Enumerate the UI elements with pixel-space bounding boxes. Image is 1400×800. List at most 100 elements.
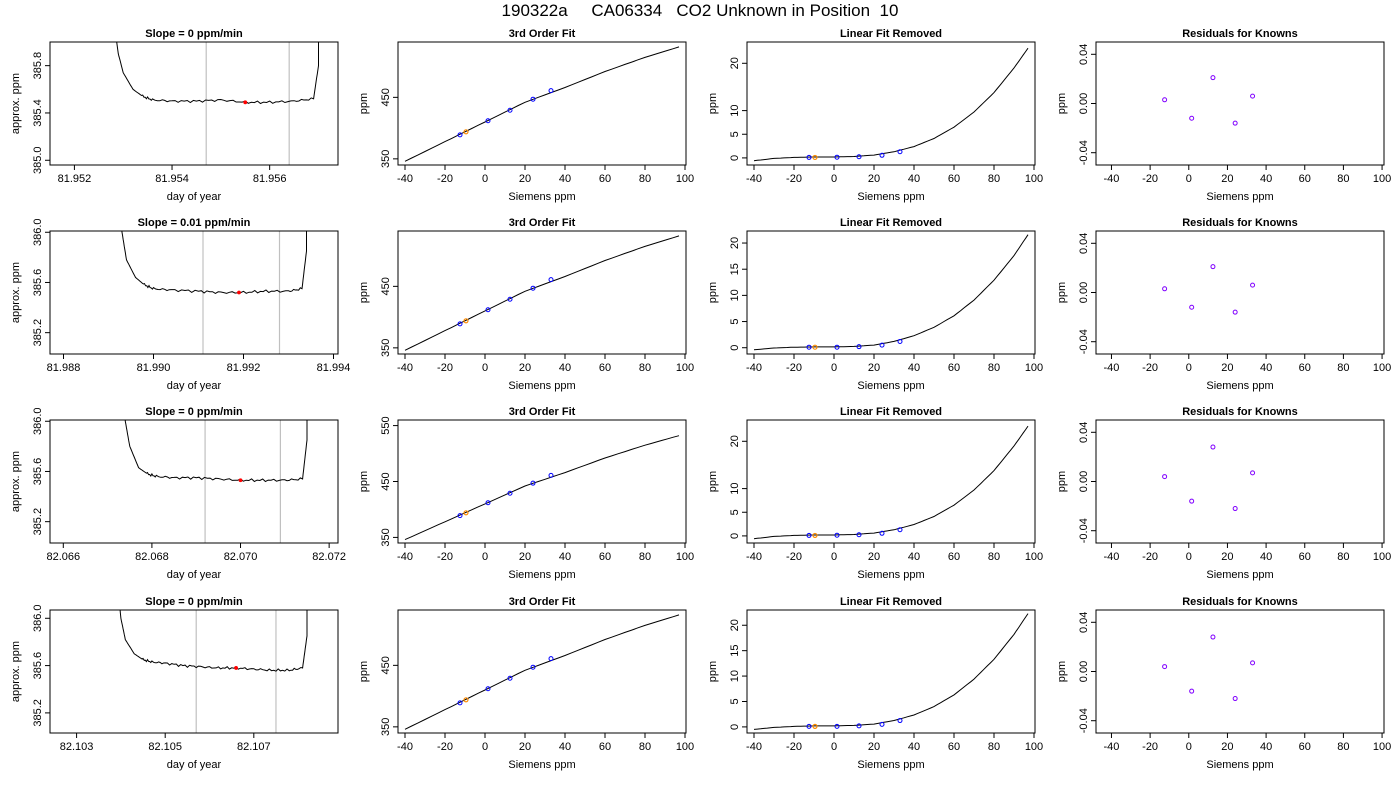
known-point <box>834 154 840 160</box>
unknown-point <box>812 532 818 539</box>
x-tick-label: -20 <box>786 741 802 753</box>
chart-title: Residuals for Knowns <box>1182 28 1298 40</box>
known-point <box>530 96 536 102</box>
y-axis-label: ppm <box>358 282 370 303</box>
x-tick-label: 60 <box>1299 551 1311 563</box>
x-axis-label: day of year <box>167 380 222 392</box>
y-tick-label: 385.6 <box>32 652 44 680</box>
x-axis-label: Siemens ppm <box>857 569 924 581</box>
plot-area <box>1162 634 1256 702</box>
known-point <box>530 664 536 670</box>
plot-frame <box>746 609 1036 734</box>
residual-point <box>1250 282 1256 288</box>
chart-panel: Residuals for Knowns -40 -20 0 20 40 60 80 100 -0… <box>1056 217 1391 392</box>
y-tick-label: 0.00 <box>1078 93 1090 114</box>
chart-title: Linear Fit Removed <box>840 406 942 418</box>
residual-point <box>1232 309 1238 315</box>
x-tick-label: 40 <box>908 173 920 185</box>
y-tick-label: 450 <box>380 656 392 674</box>
known-point <box>897 149 903 155</box>
known-point <box>879 342 885 348</box>
y-tick-label: 385.2 <box>32 319 44 347</box>
average-point <box>237 290 241 295</box>
residual-point <box>1162 664 1168 670</box>
x-axis-label: Siemens ppm <box>508 759 575 771</box>
x-tick-label: 80 <box>639 173 651 185</box>
average-point <box>238 478 243 483</box>
y-axis-label: ppm <box>707 471 719 492</box>
x-tick-label: 80 <box>1337 551 1349 563</box>
x-tick-label: -40 <box>397 551 413 563</box>
known-point <box>879 530 885 536</box>
y-tick-label: 10 <box>729 482 741 494</box>
x-tick-label: 60 <box>1299 362 1311 374</box>
plot-area <box>119 610 308 672</box>
x-tick-label: 60 <box>599 173 611 185</box>
x-tick-label: 80 <box>988 741 1000 753</box>
x-tick-label: 81.954 <box>155 173 189 185</box>
known-point <box>897 527 903 533</box>
chart-title: Linear Fit Removed <box>840 596 942 608</box>
y-tick-label: 386.0 <box>32 605 44 633</box>
x-tick-label: 20 <box>1221 551 1233 563</box>
residual-point <box>1232 506 1238 512</box>
x-tick-label: -20 <box>1142 741 1158 753</box>
y-tick-label: 0 <box>729 345 741 351</box>
y-axis-label: ppm <box>1056 471 1068 492</box>
y-tick-label: 350 <box>380 150 392 168</box>
plot-area <box>404 46 680 162</box>
y-axis-label: approx. ppm <box>10 262 22 323</box>
unknown-point <box>812 723 818 729</box>
x-tick-label: -20 <box>1142 173 1158 185</box>
plot-area <box>1162 264 1256 315</box>
x-tick-label: 60 <box>1299 741 1311 753</box>
x-tick-label: 40 <box>908 362 920 374</box>
x-tick-label: 100 <box>1373 741 1391 753</box>
x-tick-label: 40 <box>559 362 571 374</box>
known-point <box>879 721 885 727</box>
x-tick-label: 100 <box>1025 741 1043 753</box>
fit-curve <box>404 435 680 541</box>
residual-point <box>1162 286 1168 292</box>
chart-panel: Slope = 0 ppm/min 82.066 82.068 82.070 82.07… <box>10 406 346 581</box>
x-tick-label: 40 <box>908 741 920 753</box>
y-tick-label: 385.8 <box>32 52 44 80</box>
x-tick-label: -40 <box>397 362 413 374</box>
chart-panel: Residuals for Knowns -40 -20 0 20 40 60 80 100 -0… <box>1056 28 1391 203</box>
x-tick-label: -20 <box>1142 551 1158 563</box>
x-tick-label: 60 <box>948 173 960 185</box>
y-tick-label: 0 <box>729 155 741 161</box>
chart-title: 3rd Order Fit <box>509 217 576 229</box>
residual-point <box>1250 93 1256 99</box>
x-tick-label: 100 <box>676 741 694 753</box>
x-axis-label: day of year <box>167 569 222 581</box>
x-tick-label: -20 <box>437 173 453 185</box>
y-tick-label: 385.0 <box>32 147 44 175</box>
plot-frame <box>746 41 1036 166</box>
x-tick-label: 80 <box>1337 173 1349 185</box>
x-tick-label: 60 <box>1299 173 1311 185</box>
x-tick-label: 82.103 <box>60 741 94 753</box>
residual-point <box>1210 444 1216 450</box>
x-tick-label: 0 <box>831 551 837 563</box>
y-axis-label: ppm <box>1056 282 1068 303</box>
x-tick-label: 82.105 <box>148 741 182 753</box>
chart-panel: Linear Fit Removed -40 -20 0 20 40 60 80 100 0 5 10… <box>707 596 1043 771</box>
known-point <box>834 344 840 350</box>
x-tick-label: 80 <box>1337 362 1349 374</box>
x-axis-label: Siemens ppm <box>857 380 924 392</box>
y-axis-label: approx. ppm <box>10 73 22 134</box>
chart-title: 3rd Order Fit <box>509 596 576 608</box>
known-point <box>897 338 903 344</box>
x-tick-label: 20 <box>868 551 880 563</box>
residual-point <box>1189 688 1195 694</box>
y-tick-label: 385.6 <box>32 269 44 297</box>
chart-panel: Linear Fit Removed -40 -20 0 20 40 60 80 100 0 5 10… <box>707 217 1043 392</box>
chart-panel: Slope = 0 ppm/min 82.103 82.105 82.107 385.2… <box>10 596 339 771</box>
known-point <box>834 532 840 538</box>
x-tick-label: 0 <box>831 741 837 753</box>
chart-title: Residuals for Knowns <box>1182 217 1298 229</box>
known-point <box>806 723 812 729</box>
y-tick-label: 20 <box>729 237 741 249</box>
